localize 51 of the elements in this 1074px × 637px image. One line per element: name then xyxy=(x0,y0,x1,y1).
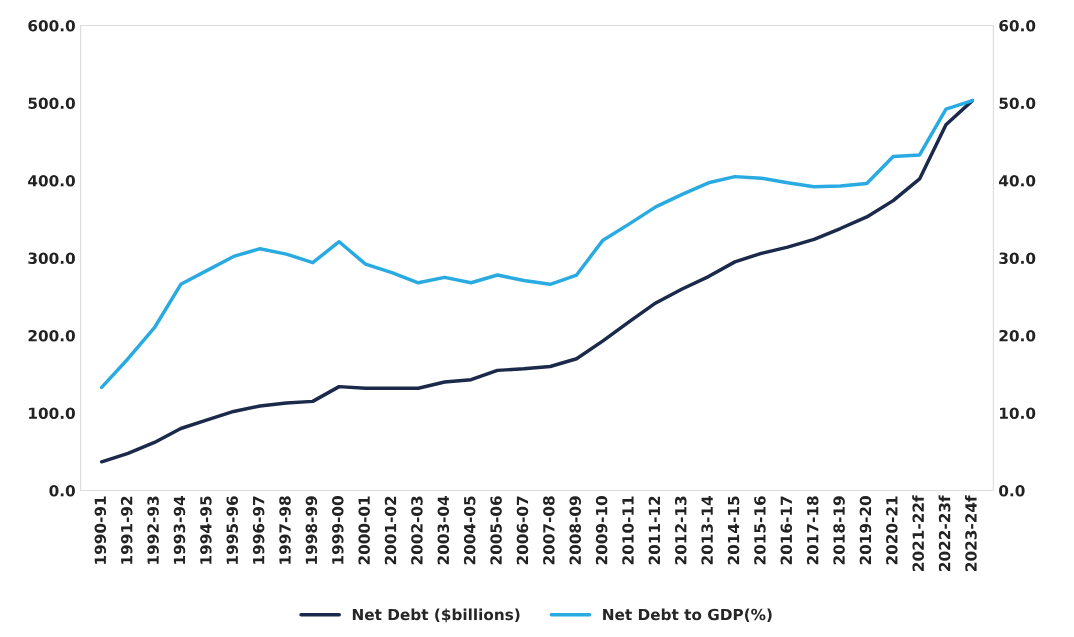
x-tick-label: 2010-11 xyxy=(622,496,634,565)
x-tick-label: 2015-16 xyxy=(754,496,766,565)
x-tick-label: 2018-19 xyxy=(833,496,845,565)
y2-tick-label: 20.0 xyxy=(999,329,1036,342)
x-tick-label: 2006-07 xyxy=(516,496,529,565)
x-tick-label: 2003-04 xyxy=(437,496,450,565)
x-tick-label: 2017-18 xyxy=(806,496,819,565)
y2-tick-label: 30.0 xyxy=(999,252,1036,265)
x-tick-label: 2001-02 xyxy=(384,496,397,565)
x-tick-label: 1995-96 xyxy=(226,496,239,564)
x-tick-label: 1990-91 xyxy=(94,496,107,564)
line-series xyxy=(99,98,975,390)
x-tick-label: 2011-12 xyxy=(648,496,661,565)
x-tick-label: 2009-10 xyxy=(595,496,608,565)
x-tick-label: 2014-15 xyxy=(727,496,740,565)
x-tick-label: 2012-13 xyxy=(674,496,687,565)
y2-tick-label: 0.0 xyxy=(999,484,1025,497)
y-tick-label: 200.0 xyxy=(28,329,75,342)
x-tick-label: 2005-06 xyxy=(490,496,502,565)
x-tick-label: 2008-09 xyxy=(569,496,582,565)
legend-label: Net Debt ($billions) xyxy=(352,608,520,623)
x-tick-label: 1991-92 xyxy=(120,496,133,564)
y2-tick-label: 50.0 xyxy=(999,97,1036,109)
x-tick-label: 2022-23f xyxy=(938,495,951,571)
y-tick-label: 400.0 xyxy=(28,174,75,187)
x-tick-label: 2020-21 xyxy=(886,496,898,565)
y-tick-label: 300.0 xyxy=(28,252,75,265)
x-tick-label: 2021-22f xyxy=(912,495,925,571)
legend-label: Net Debt to GDP(%) xyxy=(603,608,772,623)
x-tick-label: 1992-93 xyxy=(147,496,159,564)
y-tick-label: 100.0 xyxy=(29,407,75,420)
x-tick-label: 1994-95 xyxy=(200,496,212,564)
x-tick-label: 1997-98 xyxy=(279,496,291,564)
x-tick-label: 2000-01 xyxy=(358,496,370,565)
x-tick-label: 2004-05 xyxy=(463,496,476,565)
x-tick-label: 1993-94 xyxy=(173,496,186,564)
x-tick-label: 2002-03 xyxy=(411,496,423,565)
y-tick-label: 500.0 xyxy=(28,97,75,109)
y2-tick-label: 60.0 xyxy=(999,19,1036,32)
x-tick-label: 2016-17 xyxy=(780,496,793,565)
x-tick-label: 2023-24f xyxy=(964,495,977,571)
y-tick-label: 0.0 xyxy=(49,484,75,497)
y2-tick-label: 40.0 xyxy=(999,174,1036,187)
x-tick-label: 2019-20 xyxy=(859,496,872,565)
x-tick-label: 1996-97 xyxy=(252,496,265,564)
y-tick-label: 600.0 xyxy=(28,19,75,32)
x-tick-label: 2007-08 xyxy=(543,496,555,565)
y2-tick-label: 10.0 xyxy=(1000,407,1036,420)
x-tick-label: 1998-99 xyxy=(305,496,318,564)
x-tick-label: 2013-14 xyxy=(701,496,713,565)
x-tick-label: 1999-00 xyxy=(331,496,344,564)
